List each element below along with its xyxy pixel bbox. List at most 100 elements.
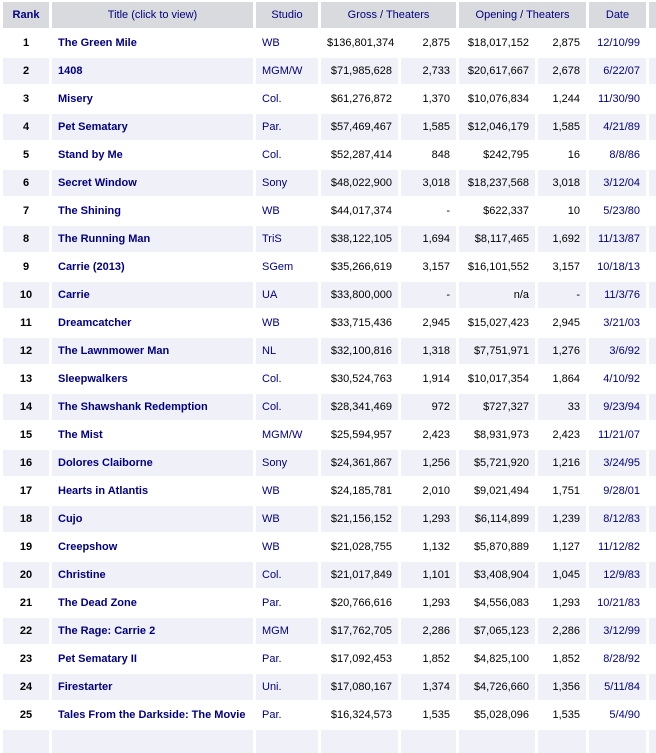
- theaters-value: 2,423: [401, 422, 456, 448]
- movie-title-link[interactable]: Cujo: [52, 506, 253, 532]
- theaters-value: 1,256: [401, 450, 456, 476]
- row-rank: 11: [3, 310, 49, 336]
- studio-link[interactable]: WB: [256, 30, 318, 56]
- studio-link[interactable]: MGM: [256, 618, 318, 644]
- partial-column-cell: [649, 450, 656, 476]
- date-link[interactable]: 11/13/87: [589, 226, 646, 252]
- gross-value: $38,122,105: [321, 226, 398, 252]
- movie-title-link[interactable]: Pet Sematary II: [52, 646, 253, 672]
- movie-title-link[interactable]: 1408: [52, 58, 253, 84]
- date-link[interactable]: 3/21/03: [589, 310, 646, 336]
- date-link[interactable]: 12/10/99: [589, 30, 646, 56]
- row-rank: 4: [3, 114, 49, 140]
- date-link[interactable]: 11/21/07: [589, 422, 646, 448]
- partial-row-cell: [52, 730, 253, 753]
- movie-title-link[interactable]: The Shawshank Redemption: [52, 394, 253, 420]
- studio-link[interactable]: Par.: [256, 114, 318, 140]
- opening-value: $8,117,465: [459, 226, 535, 252]
- date-link[interactable]: 4/10/92: [589, 366, 646, 392]
- movie-title-link[interactable]: The Rage: Carrie 2: [52, 618, 253, 644]
- movie-title-link[interactable]: The Shining: [52, 198, 253, 224]
- partial-column-cell: [649, 674, 656, 700]
- movie-title-link[interactable]: The Green Mile: [52, 30, 253, 56]
- date-link[interactable]: 9/23/94: [589, 394, 646, 420]
- date-link[interactable]: 11/12/82: [589, 534, 646, 560]
- date-link[interactable]: 3/12/04: [589, 170, 646, 196]
- date-link[interactable]: 11/3/76: [589, 282, 646, 308]
- movie-title-link[interactable]: The Mist: [52, 422, 253, 448]
- movie-title-link[interactable]: Dreamcatcher: [52, 310, 253, 336]
- partial-column-cell: [649, 366, 656, 392]
- movie-title-link[interactable]: Christine: [52, 562, 253, 588]
- studio-link[interactable]: TriS: [256, 226, 318, 252]
- date-link[interactable]: 12/9/83: [589, 562, 646, 588]
- partial-column-cell: [649, 170, 656, 196]
- studio-link[interactable]: Col.: [256, 394, 318, 420]
- gross-value: $16,324,573: [321, 702, 398, 728]
- studio-link[interactable]: MGM/W: [256, 58, 318, 84]
- studio-link[interactable]: Col.: [256, 142, 318, 168]
- studio-link[interactable]: Col.: [256, 86, 318, 112]
- studio-link[interactable]: Sony: [256, 170, 318, 196]
- studio-link[interactable]: WB: [256, 198, 318, 224]
- date-link[interactable]: 5/4/90: [589, 702, 646, 728]
- studio-link[interactable]: Par.: [256, 590, 318, 616]
- theaters-value: -: [401, 282, 456, 308]
- date-link[interactable]: 3/6/92: [589, 338, 646, 364]
- date-link[interactable]: 3/12/99: [589, 618, 646, 644]
- movie-title-link[interactable]: Pet Sematary: [52, 114, 253, 140]
- movie-title-link[interactable]: Hearts in Atlantis: [52, 478, 253, 504]
- opening-theaters-value: 1,751: [538, 478, 586, 504]
- studio-link[interactable]: Sony: [256, 450, 318, 476]
- opening-theaters-value: 1,127: [538, 534, 586, 560]
- studio-link[interactable]: Col.: [256, 562, 318, 588]
- movie-title-link[interactable]: Stand by Me: [52, 142, 253, 168]
- studio-link[interactable]: Col.: [256, 366, 318, 392]
- studio-link[interactable]: NL: [256, 338, 318, 364]
- date-link[interactable]: 5/23/80: [589, 198, 646, 224]
- movie-title-link[interactable]: The Dead Zone: [52, 590, 253, 616]
- movie-title-link[interactable]: Tales From the Darkside: The Movie: [52, 702, 253, 728]
- row-rank: 25: [3, 702, 49, 728]
- date-link[interactable]: 9/28/01: [589, 478, 646, 504]
- gross-value: $48,022,900: [321, 170, 398, 196]
- movie-title-link[interactable]: Carrie (2013): [52, 254, 253, 280]
- studio-link[interactable]: WB: [256, 534, 318, 560]
- studio-link[interactable]: UA: [256, 282, 318, 308]
- opening-theaters-value: 1,692: [538, 226, 586, 252]
- gross-value: $57,469,467: [321, 114, 398, 140]
- date-link[interactable]: 8/12/83: [589, 506, 646, 532]
- studio-link[interactable]: Uni.: [256, 674, 318, 700]
- studio-link[interactable]: WB: [256, 310, 318, 336]
- studio-link[interactable]: WB: [256, 478, 318, 504]
- opening-theaters-value: 1,293: [538, 590, 586, 616]
- studio-link[interactable]: MGM/W: [256, 422, 318, 448]
- movie-title-link[interactable]: Misery: [52, 86, 253, 112]
- table-row: 7 The Shining WB $44,017,374- $622,337 10 5/23…: [3, 198, 656, 224]
- date-link[interactable]: 8/8/86: [589, 142, 646, 168]
- studio-link[interactable]: WB: [256, 506, 318, 532]
- studio-link[interactable]: Par.: [256, 646, 318, 672]
- movie-title-link[interactable]: Sleepwalkers: [52, 366, 253, 392]
- date-link[interactable]: 5/11/84: [589, 674, 646, 700]
- movie-title-link[interactable]: Firestarter: [52, 674, 253, 700]
- date-link[interactable]: 4/21/89: [589, 114, 646, 140]
- gross-value: $44,017,374: [321, 198, 398, 224]
- date-link[interactable]: 8/28/92: [589, 646, 646, 672]
- movie-title-link[interactable]: The Running Man: [52, 226, 253, 252]
- date-link[interactable]: 10/21/83: [589, 590, 646, 616]
- movie-title-link[interactable]: Secret Window: [52, 170, 253, 196]
- studio-link[interactable]: SGem: [256, 254, 318, 280]
- table-header-row: Rank Title (click to view) Studio Gross …: [3, 2, 656, 28]
- date-link[interactable]: 3/24/95: [589, 450, 646, 476]
- row-rank: 2: [3, 58, 49, 84]
- movie-title-link[interactable]: Dolores Claiborne: [52, 450, 253, 476]
- opening-value: $622,337: [459, 198, 535, 224]
- date-link[interactable]: 6/22/07: [589, 58, 646, 84]
- studio-link[interactable]: Par.: [256, 702, 318, 728]
- movie-title-link[interactable]: Creepshow: [52, 534, 253, 560]
- movie-title-link[interactable]: The Lawnmower Man: [52, 338, 253, 364]
- movie-title-link[interactable]: Carrie: [52, 282, 253, 308]
- date-link[interactable]: 11/30/90: [589, 86, 646, 112]
- date-link[interactable]: 10/18/13: [589, 254, 646, 280]
